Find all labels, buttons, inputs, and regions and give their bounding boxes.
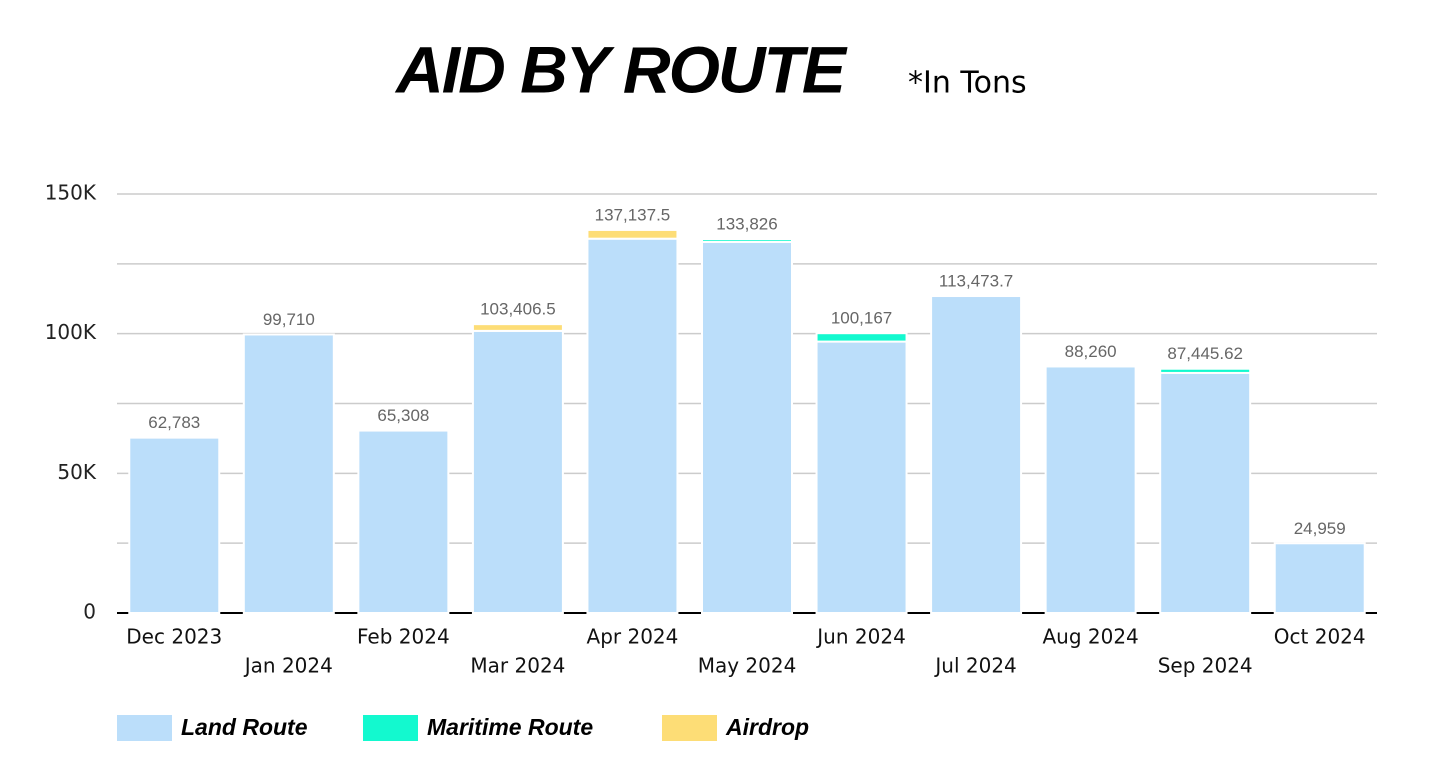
- bar-segment: [815, 332, 908, 343]
- bar-segment: [930, 295, 1023, 614]
- chart-title: AID BY ROUTE: [394, 32, 848, 106]
- bar-segment: [128, 436, 221, 614]
- bar-segment: [471, 329, 564, 614]
- total-label: 88,260: [1065, 342, 1117, 361]
- legend-swatch: [117, 715, 172, 741]
- total-label: 65,308: [377, 406, 429, 425]
- y-tick-label: 100K: [45, 320, 97, 344]
- legend-swatch: [363, 715, 418, 741]
- legend-label: Land Route: [181, 714, 308, 740]
- total-label: 87,445.62: [1167, 344, 1243, 363]
- legend-swatch: [662, 715, 717, 741]
- total-label: 137,137.5: [595, 205, 671, 224]
- total-label: 113,473.7: [939, 272, 1013, 291]
- x-tick-label: Jan 2024: [243, 654, 333, 678]
- x-tick-label: Mar 2024: [470, 654, 565, 678]
- total-label: 133,826: [716, 215, 777, 234]
- chart-subtitle: *In Tons: [908, 66, 1027, 101]
- legend-label: Airdrop: [725, 714, 809, 740]
- x-tick-label: Oct 2024: [1274, 625, 1366, 649]
- bar-segment: [586, 237, 679, 614]
- total-label: 24,959: [1294, 519, 1346, 538]
- x-tick-label: Jul 2024: [933, 654, 1016, 678]
- bar-segment: [701, 240, 793, 614]
- bar-segment: [1159, 371, 1252, 614]
- total-label: 99,710: [263, 310, 315, 329]
- total-label: 103,406.5: [480, 300, 556, 319]
- x-tick-label: Apr 2024: [587, 625, 679, 649]
- bar-segment: [701, 238, 793, 243]
- x-tick-label: May 2024: [698, 654, 797, 678]
- x-tick-label: Jun 2024: [815, 625, 906, 649]
- bar-segment: [357, 429, 450, 615]
- total-label: 62,783: [148, 413, 200, 432]
- x-tick-label: Dec 2023: [126, 625, 222, 649]
- bar-segment: [1044, 365, 1137, 614]
- y-tick-label: 0: [83, 600, 96, 624]
- x-tick-label: Feb 2024: [357, 625, 450, 649]
- bar-segment: [1159, 367, 1252, 374]
- bar-segment: [242, 333, 335, 614]
- bar-segment: [471, 323, 564, 332]
- legend-label: Maritime Route: [427, 714, 593, 740]
- x-tick-label: Sep 2024: [1158, 654, 1253, 678]
- total-label: 100,167: [831, 309, 892, 328]
- x-tick-label: Aug 2024: [1042, 625, 1138, 649]
- bar-segment: [1273, 542, 1366, 614]
- bar-segment: [586, 228, 679, 240]
- y-tick-label: 150K: [45, 181, 97, 205]
- bar-segment: [815, 340, 908, 614]
- y-tick-label: 50K: [57, 460, 96, 484]
